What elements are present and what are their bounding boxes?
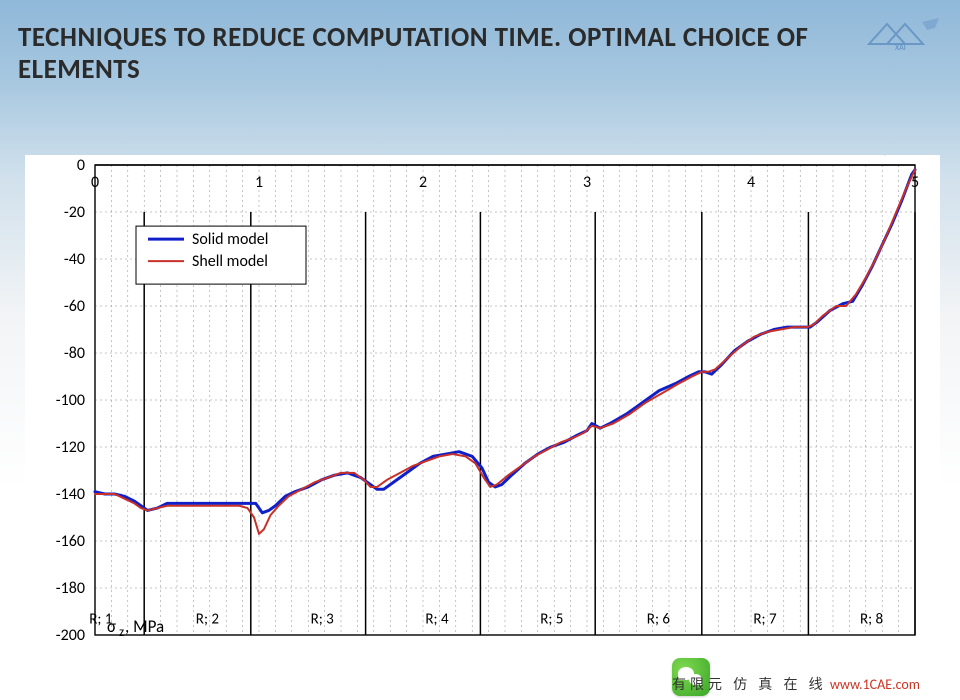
svg-text:z: z [119, 625, 124, 640]
svg-text:XAI: XAI [895, 43, 906, 53]
svg-text:Solid model: Solid model [192, 230, 268, 249]
svg-text:-200: -200 [56, 626, 85, 645]
svg-text:2: 2 [419, 173, 427, 192]
footer: 有限元 仿 真 在 线 www.1CAE.com [672, 674, 920, 694]
line-chart: 0123450-20-40-60-80-100-120-140-160-180-… [25, 155, 940, 675]
svg-text:-120: -120 [56, 438, 85, 457]
footer-url: www.1CAE.com [830, 676, 920, 693]
svg-text:0: 0 [91, 173, 99, 192]
svg-text:-60: -60 [64, 297, 85, 316]
svg-text:R; 6: R; 6 [647, 610, 671, 628]
logo-icon: XAI [867, 14, 942, 54]
svg-text:R; 8: R; 8 [860, 610, 883, 628]
slide-title: TECHNIQUES TO REDUCE COMPUTATION TIME. O… [18, 22, 860, 87]
footer-cn: 有限元 仿 真 在 线 [672, 676, 827, 693]
slide: TECHNIQUES TO REDUCE COMPUTATION TIME. O… [0, 0, 960, 700]
svg-text:-100: -100 [56, 391, 85, 410]
svg-text:-160: -160 [56, 532, 85, 551]
svg-text:R; 7: R; 7 [753, 610, 777, 628]
svg-text:0: 0 [77, 156, 85, 175]
svg-text:R; 4: R; 4 [425, 610, 449, 628]
svg-text:R; 1: R; 1 [89, 610, 112, 628]
svg-text:3: 3 [583, 173, 591, 192]
svg-text:-80: -80 [64, 344, 85, 363]
svg-text:R; 2: R; 2 [196, 610, 219, 628]
svg-text:-20: -20 [64, 203, 85, 222]
svg-text:Shell model: Shell model [192, 252, 268, 271]
svg-text:-140: -140 [56, 485, 85, 504]
svg-text:R; 3: R; 3 [311, 610, 335, 628]
svg-text:R; 5: R; 5 [540, 610, 563, 628]
svg-text:4: 4 [747, 173, 755, 192]
svg-text:-40: -40 [64, 250, 85, 269]
svg-text:1: 1 [255, 173, 263, 192]
svg-text:-180: -180 [56, 579, 85, 598]
svg-text:z, m: z, m [876, 155, 905, 158]
